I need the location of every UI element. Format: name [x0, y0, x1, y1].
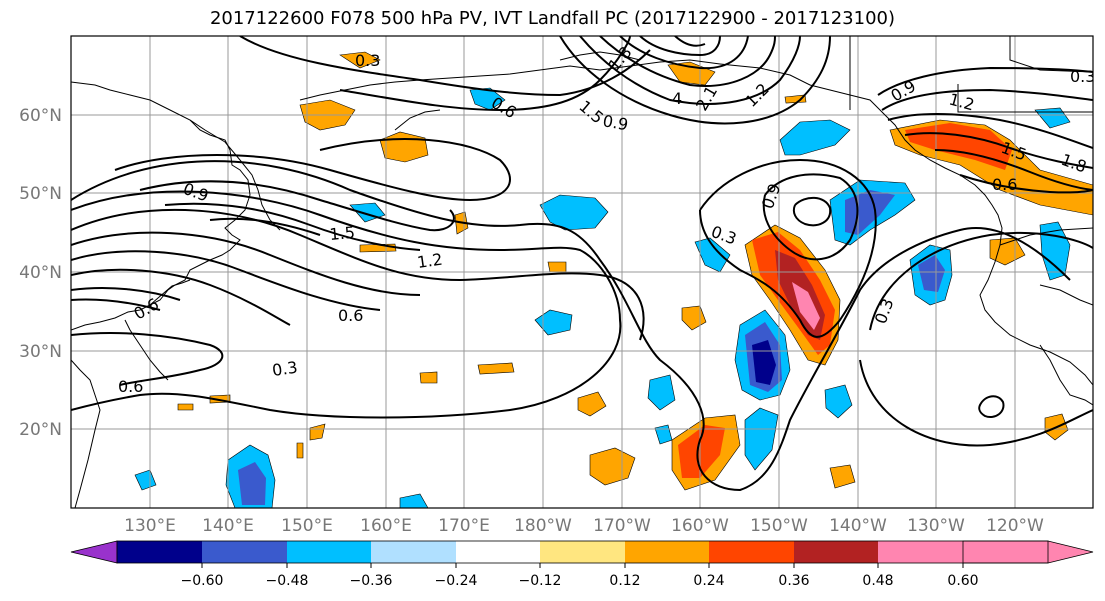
pv-positive-shading [905, 123, 1012, 170]
contour-label: 4 [672, 89, 682, 108]
colorbar-tick-label: −0.36 [350, 573, 393, 589]
colorbar-tick-label: −0.12 [519, 573, 562, 589]
colorbar-swatch [202, 541, 287, 563]
lon-label: 160°W [671, 516, 729, 536]
pv-negative-shading [399, 493, 429, 508]
pv-positive-shading [547, 261, 567, 273]
colorbar-extend-max [962, 540, 1094, 564]
colorbar-tick-label: −0.60 [181, 573, 224, 589]
lon-label: 130°W [907, 516, 965, 536]
colorbar-swatch [456, 541, 540, 563]
lon-label: 180°W [514, 516, 572, 536]
pv-contours [71, 36, 1093, 492]
lon-label: 170°W [593, 516, 651, 536]
pv-negative-shading [744, 407, 779, 471]
colorbar-tick-label: −0.48 [266, 573, 309, 589]
pv-positive-shading [577, 391, 607, 417]
pv-positive-shading [784, 94, 807, 104]
contour-label: 0.6 [338, 306, 363, 325]
contour-label: 0.3 [1070, 67, 1095, 86]
pv-negative-shading [534, 309, 573, 336]
lon-label: 140°W [829, 516, 887, 536]
colorbar-tick-label: 0.24 [693, 573, 724, 589]
colorbar-tick-label: 0.48 [862, 573, 893, 589]
lat-label: 60°N [19, 106, 62, 126]
contour-label: 0.9 [601, 111, 629, 134]
colorbar-tick-label: 0.60 [947, 573, 978, 589]
contour-label: 0.3 [271, 358, 299, 380]
contour-label: 0.6 [118, 377, 143, 396]
pv-negative-shading [824, 384, 853, 419]
pv-positive-shading [589, 447, 636, 486]
pv-positive-shading [792, 282, 820, 330]
colorbar-swatch [625, 541, 709, 563]
pv-positive-shading [309, 423, 326, 441]
lon-label: 130°E [124, 516, 176, 536]
colorbar-swatch [540, 541, 625, 563]
coastlines [71, 36, 1093, 508]
lat-label: 50°N [19, 184, 62, 204]
pv-positive-shading [829, 464, 856, 489]
colorbar-tick-label: 0.12 [609, 573, 640, 589]
contour-label: 1.5 [329, 223, 356, 244]
colorbar-tick-label: 0.36 [778, 573, 809, 589]
lon-label: 150°E [281, 516, 333, 536]
pv-negative-shading [238, 462, 266, 505]
lat-label: 20°N [19, 420, 62, 440]
colorbar: −0.60 −0.48 −0.36 −0.24 −0.12 0.12 0.24 … [70, 540, 1094, 589]
pv-positive-shading [678, 425, 725, 478]
lon-label: 170°E [438, 516, 490, 536]
colorbar-swatch [287, 541, 371, 563]
map-plot-area: 0.3 0.6 0.9 1.2 1.5 1.8 2.1 0.9 1.5 1.2 … [71, 36, 1095, 508]
colorbar-swatch [794, 541, 878, 563]
lat-label: 40°N [19, 263, 62, 283]
pv-negative-shading [647, 374, 676, 411]
pv-positive-shading [419, 371, 438, 384]
contour-label: 0.3 [355, 51, 380, 70]
contour-label: 0.6 [992, 175, 1017, 194]
lon-label: 150°W [750, 516, 808, 536]
map-frame [70, 35, 1094, 509]
colorbar-tick-label: −0.24 [435, 573, 478, 589]
colorbar-swatch [709, 541, 794, 563]
pv-negative-shading [539, 194, 609, 231]
contour-label: 1.2 [416, 250, 444, 272]
lon-label: 160°E [360, 516, 412, 536]
pv-negative-shading [134, 469, 157, 491]
map-title: 2017122600 F078 500 hPa PV, IVT Landfall… [209, 8, 896, 29]
colorbar-swatch [878, 541, 963, 563]
pv-negative-shading [918, 255, 945, 292]
lon-label: 140°E [202, 516, 254, 536]
pv-negative-shading [469, 87, 506, 111]
pv-positive-shading [296, 442, 304, 459]
longitude-labels: 130°E 140°E 150°E 160°E 170°E 180°W 170°… [124, 516, 1044, 536]
lon-label: 120°W [986, 516, 1044, 536]
latitude-labels: 60°N 50°N 40°N 30°N 20°N [19, 106, 62, 440]
lat-label: 30°N [19, 342, 62, 362]
pv-negative-shading [779, 119, 851, 156]
colorbar-swatch [371, 541, 456, 563]
pv-positive-shading [339, 51, 381, 69]
colorbar-swatch [117, 541, 202, 563]
pv-positive-shading [477, 362, 515, 375]
pv-negative-shading [1034, 107, 1071, 129]
map-gridlines [71, 36, 1093, 508]
colorbar-extend-min [70, 540, 118, 564]
pv-positive-shading [177, 403, 194, 411]
